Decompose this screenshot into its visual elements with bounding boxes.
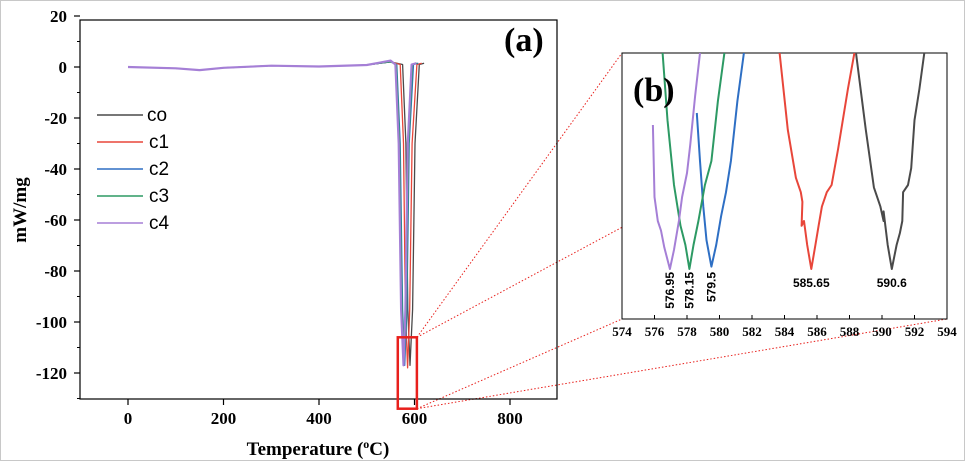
y-tick-label: -60 (44, 211, 67, 230)
x-tick-label: 0 (124, 409, 133, 428)
series-line-c3 (127, 61, 418, 364)
y-axis-title: mW/mg (10, 177, 31, 243)
y-tick-label: -120 (36, 364, 67, 383)
peak-label: 585.65 (793, 276, 830, 290)
y-tick-label: -100 (36, 313, 67, 332)
panel-a-label: (a) (504, 22, 544, 59)
inset-x-tick-label: 586 (807, 324, 827, 339)
inset-series-line-c3 (661, 53, 726, 270)
x-tick-label: 200 (211, 409, 237, 428)
x-axis-title: Temperature (oC) (247, 437, 390, 460)
inset-series-line-c2 (695, 53, 745, 268)
zoom-connector-line (416, 318, 623, 410)
inset-axis-ticks: 574 576 578 580 582 584 586 588 590 592 594 (612, 315, 957, 339)
series-line-c4 (127, 59, 417, 367)
inset-x-tick-label: 584 (775, 324, 795, 339)
y-tick-label: 20 (50, 7, 67, 26)
x-tick-label: 800 (497, 409, 523, 428)
zoom-connector-line (416, 318, 948, 410)
y-tick-label: -80 (44, 262, 67, 281)
inset-zoom-plot: 574 576 578 580 582 584 586 588 590 592 594 576.95… (612, 52, 957, 339)
series-line-c1 (127, 61, 422, 369)
y-tick-label: -40 (44, 160, 67, 179)
x-tick-label: 400 (306, 409, 332, 428)
legend-label-c1: c1 (149, 132, 169, 153)
legend-label-c2: c2 (149, 159, 169, 180)
inset-x-tick-label: 588 (840, 324, 860, 339)
peak-label: 576.95 (663, 272, 677, 309)
inset-series-line-c1 (778, 53, 856, 270)
main-plot-frame (79, 19, 558, 400)
peak-label: 578.15 (682, 272, 696, 309)
zoom-highlight-box (396, 336, 419, 410)
legend-label-c3: c3 (149, 186, 169, 207)
y-tick-label: -20 (44, 109, 67, 128)
legend: co c1 c2 c3 c4 (97, 105, 170, 234)
series-line-co (127, 61, 425, 366)
peak-label: 590.6 (877, 276, 907, 290)
inset-x-tick-label: 574 (612, 324, 632, 339)
main-series-lines (127, 59, 425, 369)
zoom-connector-line (416, 52, 623, 338)
series-line-c2 (127, 61, 419, 366)
legend-label-c4: c4 (149, 213, 170, 234)
panel-b-label: (b) (633, 72, 675, 109)
peak-label: 579.5 (704, 272, 718, 302)
inset-series-line-c4 (651, 53, 701, 270)
inset-x-tick-label: 580 (710, 324, 730, 339)
inset-x-tick-label: 582 (742, 324, 762, 339)
inset-x-tick-label: 592 (905, 324, 925, 339)
x-tick-label: 600 (402, 409, 428, 428)
inset-x-tick-label: 590 (872, 324, 892, 339)
legend-label-co: co (147, 105, 167, 126)
inset-x-tick-label: 578 (677, 324, 697, 339)
inset-series-line-co (855, 53, 926, 270)
peak-annotations: 576.95 578.15 579.5 585.65 590.6 (663, 272, 907, 309)
inset-series-lines (651, 53, 926, 270)
inset-x-tick-label: 576 (645, 324, 665, 339)
inset-x-tick-label: 594 (937, 324, 957, 339)
y-tick-label: 0 (59, 58, 68, 77)
